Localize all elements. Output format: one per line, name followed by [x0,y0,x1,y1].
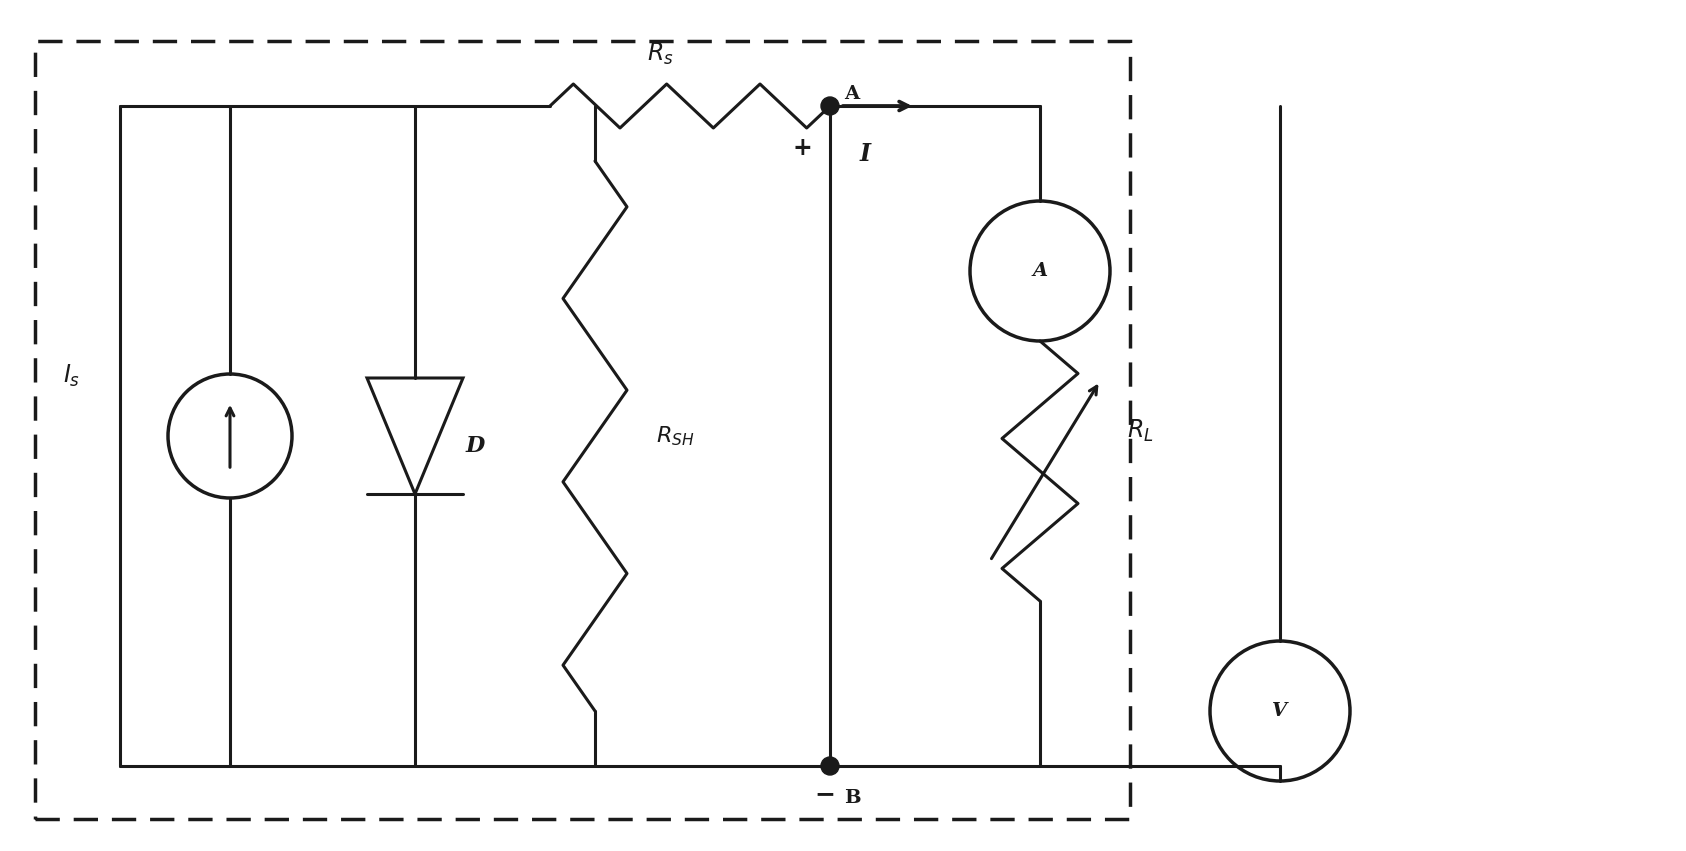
Text: A: A [1032,262,1047,280]
Text: V: V [1273,702,1288,720]
Text: D: D [465,435,484,457]
Text: I: I [860,142,870,166]
Text: $R_s$: $R_s$ [647,41,673,67]
Text: $R_{SH}$: $R_{SH}$ [656,424,695,448]
Text: $R_L$: $R_L$ [1126,418,1153,444]
Circle shape [821,757,840,775]
Text: B: B [843,789,860,807]
Bar [35,41,1130,819]
Text: −: − [814,782,836,806]
Text: +: + [792,136,813,160]
Text: $I_s$: $I_s$ [64,363,81,389]
Circle shape [821,97,840,115]
Text: A: A [845,85,860,103]
